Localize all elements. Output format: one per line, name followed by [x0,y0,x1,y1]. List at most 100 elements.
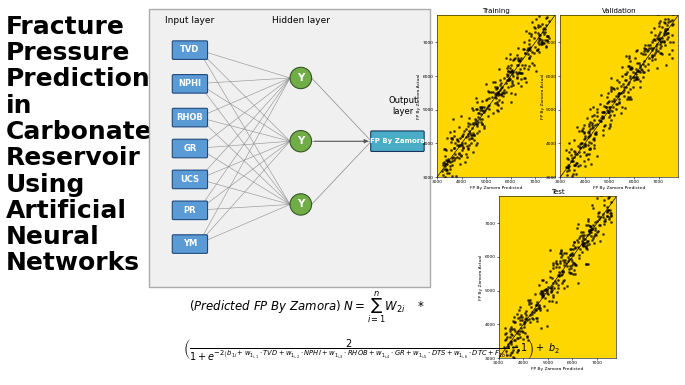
Point [581,244,592,251]
Point [615,110,626,116]
Point [604,98,615,104]
Point [639,63,650,69]
Point [499,336,510,343]
Point [538,287,549,293]
Point [506,69,517,75]
Point [638,69,649,75]
FancyBboxPatch shape [173,170,208,189]
Point [580,143,590,149]
Title: Validation: Validation [602,8,636,13]
Point [454,150,465,156]
Point [523,37,534,43]
X-axis label: FP By Zamora Predicted: FP By Zamora Predicted [593,186,645,190]
Point [666,17,677,23]
Point [602,195,613,201]
Point [603,125,614,131]
Point [586,237,597,243]
Point [579,136,590,142]
Point [534,22,545,28]
Point [541,15,552,21]
Point [545,268,556,274]
Point [466,136,477,142]
Point [554,249,565,256]
Point [516,62,527,68]
Point [542,33,553,40]
Point [509,328,520,335]
Point [508,344,519,350]
Point [580,261,591,267]
Point [662,3,673,9]
Point [562,164,573,171]
Point [562,263,573,269]
Point [547,287,558,293]
Point [656,39,667,45]
Point [639,46,650,52]
Point [512,361,523,367]
Point [541,33,552,39]
Point [589,227,600,233]
Point [584,133,595,139]
Text: Y: Y [297,136,304,146]
Point [573,280,584,286]
Point [577,127,588,133]
Point [606,184,616,190]
Point [602,107,613,113]
Point [536,325,547,331]
Point [525,47,536,54]
Point [651,43,662,49]
Point [564,266,575,272]
Point [537,38,548,45]
Point [660,31,671,37]
Point [655,18,666,24]
Point [461,151,472,157]
Point [531,315,542,321]
Point [577,232,588,238]
Point [495,82,506,88]
Point [638,48,649,54]
Point [604,210,615,216]
Point [545,285,556,291]
Point [530,44,541,50]
Point [456,142,467,148]
Point [528,50,539,56]
Point [471,106,482,112]
Point [606,219,616,225]
Point [589,219,600,225]
Point [580,141,590,147]
Point [611,105,622,112]
Point [631,49,642,55]
Point [591,195,602,201]
Point [440,161,451,167]
Point [576,128,587,134]
Point [527,49,538,55]
Point [623,55,634,62]
Point [545,246,556,253]
Point [469,131,479,137]
Point [520,50,531,56]
Point [493,97,504,103]
Point [588,142,599,148]
Point [471,95,482,102]
Point [487,94,498,100]
Point [445,139,456,145]
Point [506,62,516,68]
Point [514,317,525,323]
Point [569,239,580,245]
Point [591,131,602,137]
Point [582,129,593,135]
Point [587,205,598,211]
Point [469,119,480,125]
Point [503,77,514,83]
Point [443,158,453,164]
Point [552,288,563,295]
Text: Input layer: Input layer [165,16,214,25]
Point [517,317,528,323]
Point [504,334,515,340]
Point [612,77,623,84]
Point [598,218,609,224]
Point [579,149,590,156]
Point [563,269,574,275]
Point [589,122,600,128]
Point [533,45,544,52]
Point [595,192,606,198]
